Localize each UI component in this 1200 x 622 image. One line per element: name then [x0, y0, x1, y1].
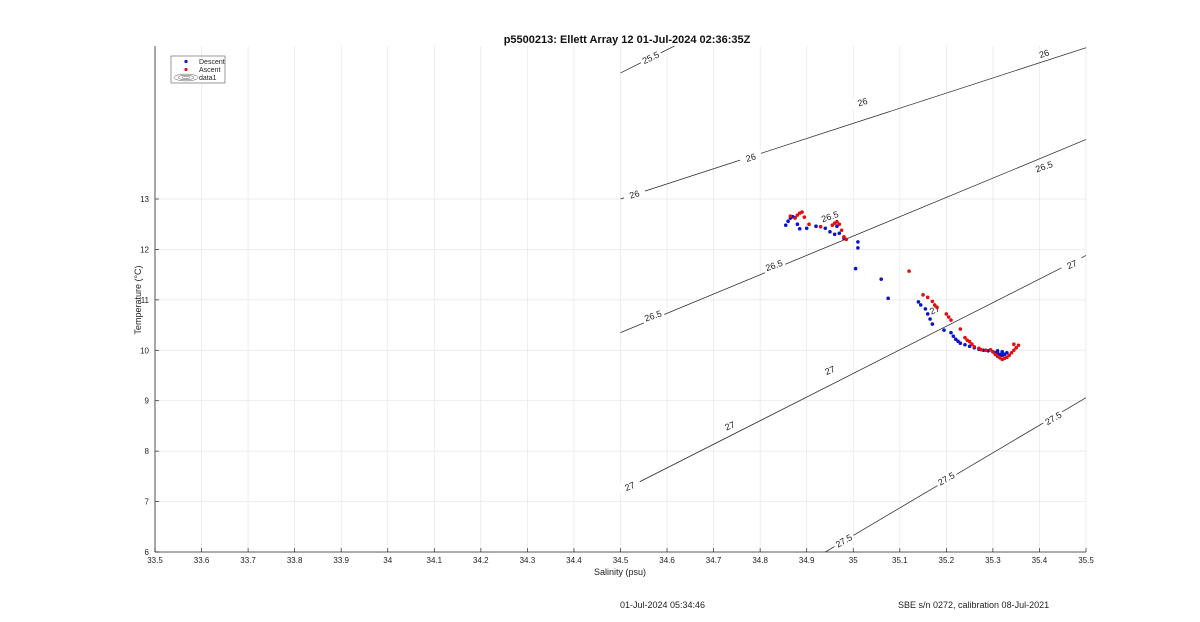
point-ascent — [972, 345, 976, 349]
x-tick-label: 34.8 — [752, 556, 768, 565]
x-tick-label: 35.2 — [939, 556, 955, 565]
point-descent — [949, 331, 953, 335]
x-tick-label: 34.9 — [799, 556, 815, 565]
point-ascent — [926, 296, 930, 300]
point-descent — [917, 300, 921, 304]
point-descent — [856, 240, 860, 244]
legend-label-data1: data1 — [199, 75, 217, 82]
x-tick-label: 34.1 — [427, 556, 443, 565]
x-tick-label: 33.5 — [147, 556, 163, 565]
chart-title: p5500213: Ellett Array 12 01-Jul-2024 02… — [504, 34, 751, 46]
x-axis-label: Salinity (psu) — [594, 567, 646, 577]
point-ascent — [931, 300, 935, 304]
point-ascent — [907, 269, 911, 273]
legend: Descent Ascent data1 — [171, 56, 225, 83]
y-tick-label: 13 — [140, 195, 149, 204]
point-descent — [796, 222, 800, 226]
x-tick-label: 34.3 — [520, 556, 536, 565]
x-tick-label: 34.6 — [659, 556, 675, 565]
point-ascent — [819, 225, 823, 229]
point-descent — [996, 349, 1000, 353]
point-descent — [837, 231, 841, 235]
x-tick-label: 34.2 — [473, 556, 489, 565]
point-descent — [814, 224, 818, 228]
x-tick-label: 34.5 — [613, 556, 629, 565]
x-tick-label: 35.1 — [892, 556, 908, 565]
point-descent — [926, 312, 930, 316]
point-descent — [1000, 350, 1004, 354]
x-tick-label: 33.9 — [333, 556, 349, 565]
point-descent — [824, 226, 828, 230]
point-descent — [786, 219, 790, 223]
x-tick-label: 34 — [383, 556, 392, 565]
y-tick-label: 8 — [145, 447, 150, 456]
x-tick-label: 34.7 — [706, 556, 722, 565]
point-ascent — [844, 238, 848, 242]
point-descent — [924, 307, 928, 311]
point-ascent — [789, 214, 793, 218]
point-ascent — [837, 222, 841, 226]
point-descent — [886, 297, 890, 301]
x-tick-label: 35.3 — [985, 556, 1001, 565]
point-ascent — [793, 216, 797, 220]
point-ascent — [945, 312, 949, 316]
point-descent — [919, 303, 923, 307]
point-descent — [879, 277, 883, 281]
point-ascent — [935, 306, 939, 310]
footer-sensor-calibration: SBE s/n 0272, calibration 08-Jul-2021 — [898, 600, 1049, 610]
point-descent — [854, 267, 858, 271]
y-tick-label: 9 — [145, 397, 150, 406]
point-descent — [828, 230, 832, 234]
x-tick-label: 33.8 — [287, 556, 303, 565]
x-tick-label: 35 — [849, 556, 858, 565]
point-ascent — [984, 348, 988, 352]
x-tick-label: 35.4 — [1032, 556, 1048, 565]
point-ascent — [959, 327, 963, 331]
point-descent — [952, 334, 956, 338]
point-ascent — [1014, 346, 1018, 350]
legend-marker-ascent — [184, 68, 187, 71]
point-descent — [963, 343, 967, 347]
point-ascent — [803, 215, 807, 219]
x-tick-label: 33.6 — [194, 556, 210, 565]
point-ascent — [807, 222, 811, 226]
footer-date: 01-Jul-2024 05:34:46 — [620, 600, 705, 610]
x-tick-label: 35.5 — [1078, 556, 1094, 565]
point-ascent — [949, 318, 953, 322]
y-tick-label: 12 — [140, 245, 149, 254]
point-descent — [856, 246, 860, 250]
point-descent — [931, 322, 935, 326]
point-descent — [805, 226, 809, 230]
point-ascent — [1012, 342, 1016, 346]
legend-label-descent: Descent — [199, 59, 225, 66]
legend-label-ascent: Ascent — [199, 67, 220, 74]
point-ascent — [947, 315, 951, 319]
point-descent — [784, 223, 788, 227]
legend-marker-descent — [184, 60, 187, 63]
point-descent — [959, 341, 963, 345]
point-descent — [928, 317, 932, 321]
point-ascent — [979, 348, 983, 352]
point-ascent — [800, 210, 804, 214]
x-tick-label: 34.4 — [566, 556, 582, 565]
y-tick-label: 10 — [140, 346, 149, 355]
point-descent — [798, 227, 802, 231]
point-descent — [833, 233, 837, 237]
y-axis-label: Temperature (°C) — [133, 265, 143, 334]
y-tick-label: 6 — [145, 548, 150, 557]
point-descent — [942, 328, 946, 332]
x-tick-label: 33.7 — [240, 556, 256, 565]
y-tick-label: 7 — [145, 498, 150, 507]
point-ascent — [840, 228, 844, 232]
point-ascent — [921, 293, 925, 297]
